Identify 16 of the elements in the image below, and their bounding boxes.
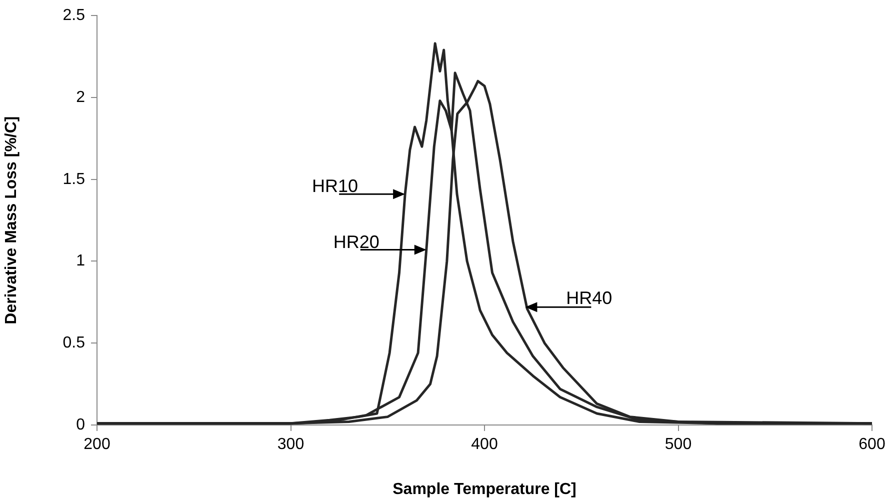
- y-tick-label: 1.5: [62, 170, 86, 188]
- y-tick-label: 1: [76, 252, 86, 270]
- x-axis-title: Sample Temperature [C]: [392, 480, 576, 498]
- y-tick-label: 2.5: [62, 7, 86, 24]
- y-tick-label: 0.5: [62, 334, 86, 352]
- x-tick-label: 200: [84, 436, 110, 454]
- x-tick-label: 300: [277, 436, 304, 454]
- y-tick-label: 0: [76, 416, 86, 434]
- x-tick-label: 400: [471, 436, 498, 454]
- annotation: HR20: [333, 232, 380, 252]
- y-tick-label: 2: [76, 88, 86, 106]
- annotation: HR40: [566, 288, 612, 308]
- x-tick-label: 500: [664, 436, 692, 454]
- x-tick-label: 600: [858, 436, 886, 454]
- y-axis-title: Derivative Mass Loss [%/C]: [3, 116, 20, 324]
- annotation: HR10: [312, 176, 358, 196]
